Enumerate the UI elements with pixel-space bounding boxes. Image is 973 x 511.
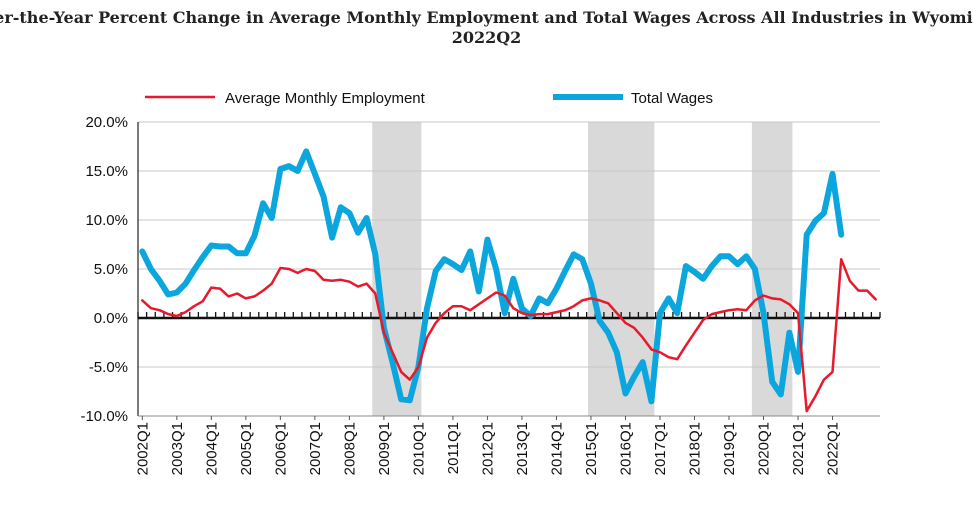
chart-title-line: Over-the-Year Percent Change in Average …	[0, 8, 973, 27]
y-tick-label: 0.0%	[94, 310, 128, 327]
x-tick-label: 2007Q1	[307, 422, 324, 475]
wages-line	[139, 148, 845, 405]
y-tick-label: 20.0%	[85, 114, 128, 131]
x-tick-label: 2003Q1	[169, 422, 186, 475]
x-tick-label: 2002Q1	[134, 422, 151, 475]
x-tick-label: 2013Q1	[514, 422, 531, 475]
x-tick-label: 2020Q1	[756, 422, 773, 475]
x-tick-label: 2015Q1	[583, 422, 600, 475]
x-tick-label: 2016Q1	[617, 422, 634, 475]
x-tick-label: 2018Q1	[687, 422, 704, 475]
x-tick-label: 2005Q1	[238, 422, 255, 475]
y-tick-labels: 20.0% 15.0% 10.0% 5.0% 0.0% -5.0% -10.0%	[80, 114, 128, 425]
y-tick-label: 10.0%	[85, 212, 128, 229]
series-lines	[139, 148, 877, 413]
x-tick-label: 2006Q1	[272, 422, 289, 475]
x-tick-label: 2010Q1	[410, 422, 427, 475]
x-tick-label: 2012Q1	[479, 422, 496, 475]
x-tick-label: 2009Q1	[376, 422, 393, 475]
x-tick-label: 2019Q1	[721, 422, 738, 475]
x-tick-label: 2021Q1	[790, 422, 807, 475]
chart-subtitle: 2022Q2	[451, 28, 522, 47]
y-tick-label: -5.0%	[89, 359, 128, 376]
x-tick-label: 2008Q1	[341, 422, 358, 475]
chart-title: Over-the-Year Percent Change in Average …	[0, 8, 973, 52]
legend: Average Monthly Employment Total Wages	[145, 90, 713, 107]
employment-line	[141, 257, 877, 413]
legend-label-employment: Average Monthly Employment	[225, 90, 426, 107]
legend-label-wages: Total Wages	[631, 90, 713, 107]
x-tick-label: 2004Q1	[203, 422, 220, 475]
y-tick-label: -10.0%	[80, 408, 128, 425]
y-tick-label: 5.0%	[94, 261, 128, 278]
x-tick-label: 2014Q1	[548, 422, 565, 475]
x-tick-labels: 2002Q1 2003Q1 2004Q1 2005Q1 2006Q1 2007Q1 2008…	[134, 416, 842, 475]
x-tick-label: 2022Q1	[825, 422, 842, 475]
y-tick-label: 15.0%	[85, 163, 128, 180]
x-tick-label: 2017Q1	[652, 422, 669, 475]
x-tick-label: 2011Q1	[445, 422, 462, 474]
